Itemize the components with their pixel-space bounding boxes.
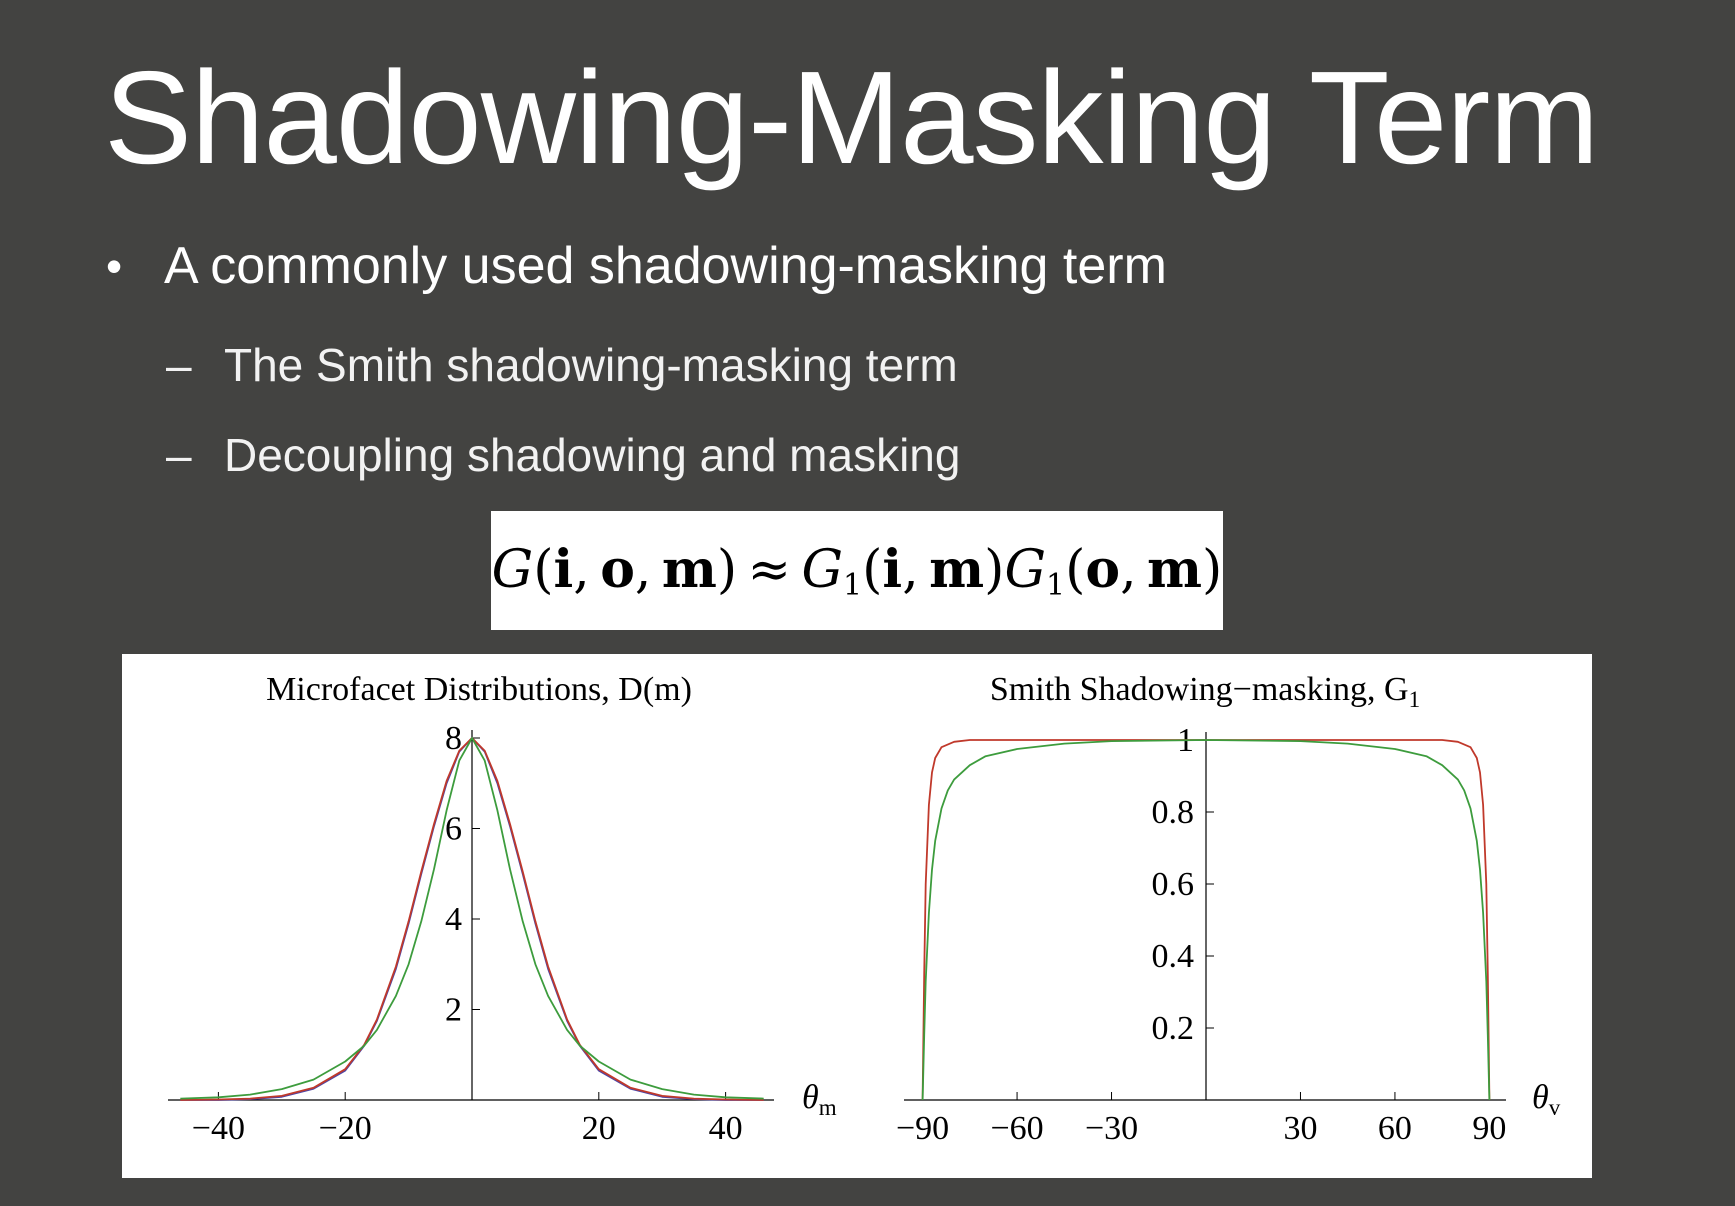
x-tick-label: 40	[709, 1110, 743, 1147]
formula-box: G(i, o, m) ≈ G1(i, m)G1(o, m)	[491, 511, 1223, 630]
y-tick-label: 0.2	[1152, 1010, 1195, 1047]
y-tick-label: 0.4	[1152, 938, 1195, 975]
sub-bullet-item: – The Smith shadowing-masking term	[166, 340, 958, 391]
bullet-dot: •	[106, 240, 123, 293]
series-line	[921, 739, 1491, 1101]
x-tick-label: 20	[582, 1110, 616, 1147]
x-tick-label: 90	[1472, 1110, 1506, 1147]
sub-bullet-text: The Smith shadowing-masking term	[224, 339, 958, 391]
sub-bullet-text: Decoupling shadowing and masking	[224, 429, 961, 481]
x-tick-label: −60	[990, 1110, 1043, 1147]
x-tick-label: −30	[1085, 1110, 1138, 1147]
x-tick-label: 30	[1283, 1110, 1317, 1147]
y-tick-label: 0.8	[1152, 794, 1195, 831]
y-tick-label: 6	[445, 811, 462, 848]
slide-title: Shadowing-Masking Term	[104, 44, 1599, 191]
y-tick-label: 4	[445, 901, 462, 938]
y-tick-label: 0.6	[1152, 866, 1195, 903]
chart-title: Microfacet Distributions, D(m)	[266, 671, 692, 708]
series-line	[180, 737, 764, 1100]
x-tick-label: −40	[192, 1110, 245, 1147]
chart-title: Smith Shadowing−masking, G1	[990, 671, 1420, 712]
y-tick-label: 8	[445, 720, 462, 757]
x-axis-label: θv	[1532, 1079, 1561, 1120]
sub-bullet-dash: –	[166, 339, 192, 391]
bullet-item: • A commonly used shadowing-masking term	[106, 237, 1167, 295]
sub-bullet-dash: –	[166, 429, 192, 481]
x-tick-label: −20	[319, 1110, 372, 1147]
x-tick-label: −90	[896, 1110, 949, 1147]
bullet-text: A commonly used shadowing-masking term	[164, 237, 1167, 295]
formula: G(i, o, m) ≈ G1(i, m)G1(o, m)	[491, 538, 1223, 603]
x-axis-label: θm	[802, 1079, 837, 1120]
sub-bullet-item: – Decoupling shadowing and masking	[166, 430, 960, 481]
charts-svg: Microfacet Distributions, D(m)−40 −20 20 40…	[168, 671, 1561, 1147]
x-tick-label: 60	[1378, 1110, 1412, 1147]
charts-panel: Microfacet Distributions, D(m) −40 −20 20 40…	[122, 654, 1592, 1178]
y-tick-label: 2	[445, 992, 462, 1029]
